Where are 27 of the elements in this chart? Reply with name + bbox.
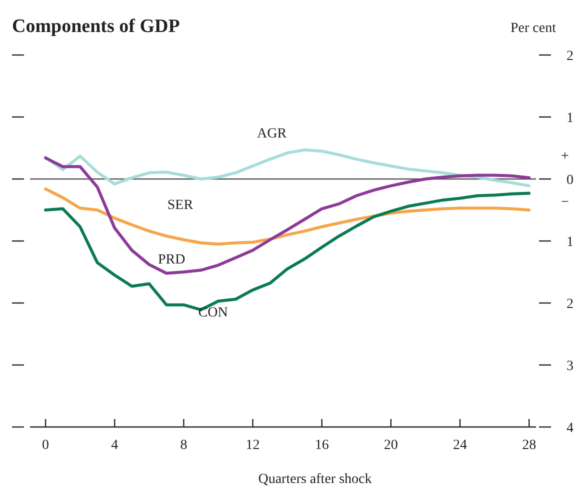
line-series (44, 156, 531, 275)
y-tick-label: 2 (566, 297, 574, 312)
x-tick-label: 20 (384, 438, 398, 453)
y-tick-label: 4 (566, 421, 574, 436)
x-axis-title: Quarters after shock (258, 472, 372, 487)
series-label: CON (198, 306, 228, 321)
y-tick-label: 3 (566, 359, 574, 374)
line-series (44, 187, 531, 246)
x-tick-label: 16 (314, 438, 329, 453)
x-tick-label: 0 (42, 438, 50, 453)
x-tick-label: 4 (111, 438, 118, 453)
series-label: SER (167, 198, 194, 213)
text: + (561, 149, 570, 164)
series-label: AGR (256, 126, 288, 142)
y-tick-label: 1 (566, 111, 574, 126)
x-tick-label: 24 (453, 438, 468, 453)
y-axis-title: Per cent (510, 21, 556, 36)
line-series (44, 148, 531, 188)
x-tick-label: 12 (246, 438, 260, 453)
series-label: PRD (158, 252, 186, 268)
text: − (561, 195, 570, 210)
x-tick-label: 28 (522, 438, 536, 453)
chart-title: Components of GDP (12, 16, 180, 37)
y-tick-label: 1 (566, 235, 574, 250)
x-tick-label: 8 (180, 438, 188, 453)
y-tick-label: 2 (566, 49, 574, 64)
y-tick-label: 0 (566, 173, 574, 188)
